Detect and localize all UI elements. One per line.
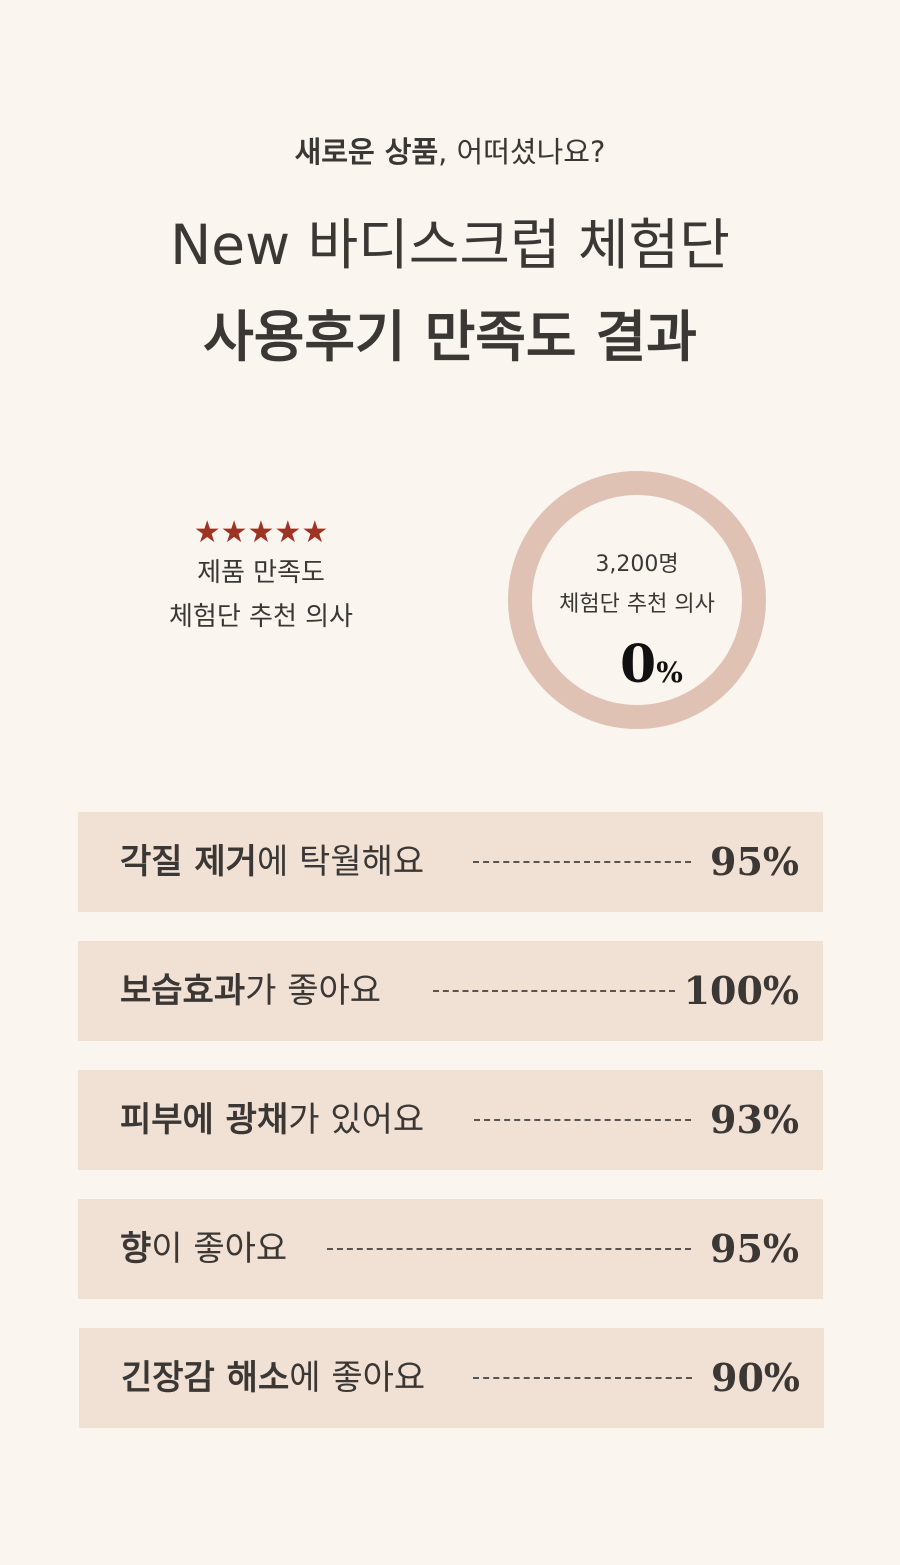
result-row-exfoliation: 각질 제거에 탁월해요 95% [78,812,823,912]
result-value: 90% [711,1355,800,1400]
recommend-percent-number: 0 [620,634,657,695]
dotted-leader [473,1377,692,1379]
result-label: 피부에 광채가 있어요 [120,1070,424,1170]
result-label-rest: 가 있어요 [288,1100,425,1140]
result-label-bold: 긴장감 해소 [121,1358,290,1398]
result-value: 100% [683,968,799,1013]
dotted-leader [433,990,675,992]
result-label-bold: 각질 제거 [120,842,257,882]
page-title-line1: New 바디스크럽 체험단 [170,213,730,277]
result-label-bold: 피부에 광채 [120,1100,289,1140]
result-label-rest: 이 좋아요 [151,1229,288,1269]
satisfaction-summary: ★★★★★ 제품 만족도 체험단 추천 의사 [130,515,392,639]
intro-question: 새로운 상품, 어떠셨나요? [0,132,900,172]
result-label: 긴장감 해소에 좋아요 [121,1328,425,1428]
star-rating-icon: ★★★★★ [193,515,329,550]
result-row-radiance: 피부에 광채가 있어요 93% [78,1070,823,1170]
result-label-bold: 보습효과 [120,971,246,1011]
result-label-rest: 에 탁월해요 [256,842,425,882]
result-label: 향이 좋아요 [120,1199,287,1299]
summary-line-satisfaction: 제품 만족도 [197,558,325,588]
result-label: 각질 제거에 탁월해요 [120,812,424,912]
recommend-percent-unit: % [656,656,683,689]
result-value: 93% [710,1097,799,1142]
page-title-line2: 사용후기 만족도 결과 [203,305,697,369]
result-row-tension-relief: 긴장감 해소에 좋아요 90% [79,1328,824,1428]
result-label-rest: 에 좋아요 [289,1358,426,1398]
recommend-ring: 3,200명 체험단 추천 의사 0% [508,471,766,729]
dotted-leader [327,1248,691,1250]
result-row-scent: 향이 좋아요 95% [78,1199,823,1299]
dotted-leader [474,1119,691,1121]
result-label-rest: 가 좋아요 [245,971,382,1011]
result-value: 95% [710,839,799,884]
dotted-leader [473,861,691,863]
result-value: 95% [710,1226,799,1271]
summary-line-recommend: 체험단 추천 의사 [169,602,353,632]
recommend-label: 체험단 추천 의사 [559,592,715,617]
intro-rest: , 어떠셨나요? [438,135,606,169]
intro-bold: 새로운 상품 [294,135,439,169]
result-row-moisturizing: 보습효과가 좋아요 100% [78,941,823,1041]
result-label: 보습효과가 좋아요 [120,941,381,1041]
recommend-percent: 0% [620,637,683,693]
result-label-bold: 향 [120,1229,152,1269]
participant-count: 3,200명 [595,552,679,577]
